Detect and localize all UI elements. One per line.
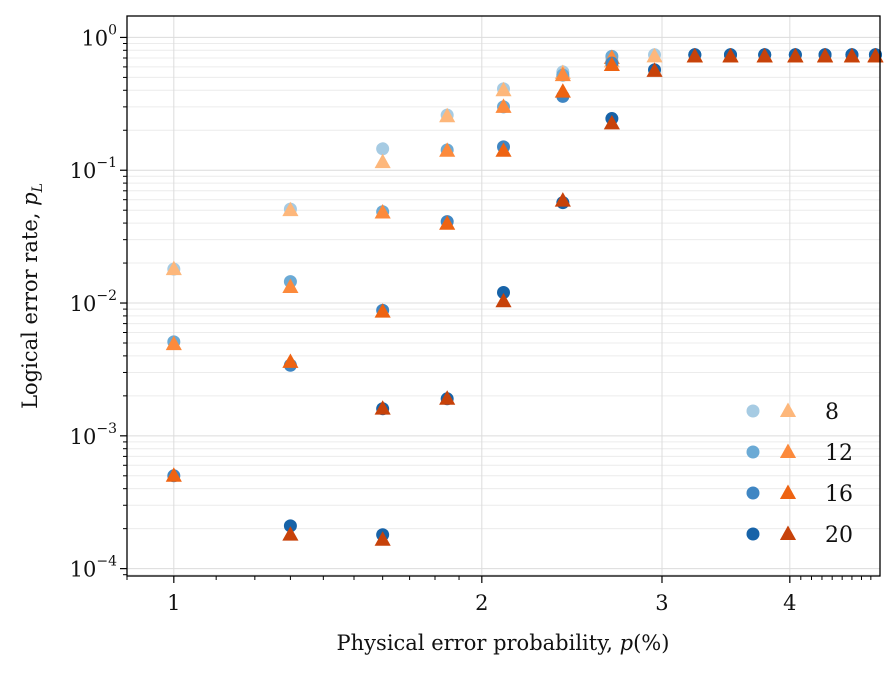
series-8-triangle-point xyxy=(165,260,182,276)
series-20-triangle-point xyxy=(554,192,571,207)
series-20-triangle-point xyxy=(756,47,773,63)
legend-label: 16 xyxy=(825,482,853,507)
legend-label: 20 xyxy=(825,523,853,548)
legend-entry-20: 20 xyxy=(746,523,853,548)
legend-label: 12 xyxy=(825,441,853,466)
series-12-triangle-point xyxy=(495,98,512,113)
legend-entry-8: 8 xyxy=(746,400,839,425)
legend-circle-marker xyxy=(746,445,760,459)
x-axis-label-paren-open: ( xyxy=(633,631,641,655)
x-axis-label-var: p xyxy=(620,631,633,655)
x-tick-label: 3 xyxy=(655,591,668,615)
series-16-triangle-point xyxy=(374,303,391,318)
series-16-triangle-point xyxy=(603,56,620,71)
series-16-triangle-point xyxy=(495,142,512,157)
x-axis-label-paren-close: ) xyxy=(661,631,669,655)
y-tick-label: 10−3 xyxy=(70,421,117,449)
series-8-triangle-point xyxy=(282,201,299,217)
legend-circle-marker xyxy=(746,486,760,500)
legend-label: 8 xyxy=(825,400,839,425)
series-20-triangle-point xyxy=(439,390,456,405)
series-20-triangle-point xyxy=(282,526,299,541)
grid xyxy=(127,16,880,576)
series-16-triangle-point xyxy=(439,215,456,230)
series-20-triangle-point xyxy=(816,47,834,63)
y-axis-label: Logical error rate, pL xyxy=(18,183,46,409)
legend: 8 12 16 20 xyxy=(746,400,853,548)
series-12-triangle-point xyxy=(282,278,299,293)
legend-triangle-marker xyxy=(779,443,797,458)
y-axis-label-sub: L xyxy=(30,183,46,193)
x-tick-label: 2 xyxy=(475,591,488,615)
series-8-triangle-point xyxy=(439,107,456,123)
series-12-triangle-point xyxy=(439,142,456,157)
series-20-circle-point xyxy=(497,286,510,300)
legend-triangle-marker xyxy=(779,402,797,417)
y-tick-label: 100 xyxy=(81,22,117,50)
legend-circle-marker xyxy=(746,527,760,541)
x-tick-label: 1 xyxy=(167,591,180,615)
series-20-triangle-point xyxy=(603,114,620,130)
legend-entry-12: 12 xyxy=(746,441,853,466)
series-16-triangle-point xyxy=(554,83,571,98)
series-12-triangle-point xyxy=(165,335,182,351)
y-tick-label: 10−1 xyxy=(70,155,117,183)
x-tick-label: 4 xyxy=(783,591,796,615)
series-16-triangle-point xyxy=(282,353,299,368)
series-20-triangle-point xyxy=(843,47,861,63)
data-points xyxy=(165,47,884,546)
x-axis-label: Physical error probability, p(%) xyxy=(337,631,670,655)
y-axis-label-text: Logical error rate, xyxy=(18,206,42,409)
x-axis-label-percent: % xyxy=(641,631,661,655)
series-8-circle-point xyxy=(376,142,390,156)
series-20-triangle-point xyxy=(646,62,663,77)
series-20-triangle-point xyxy=(787,47,804,63)
series-16-triangle-point xyxy=(165,467,182,482)
x-axis-label-text: Physical error probability, xyxy=(337,631,620,655)
series-20-triangle-point xyxy=(374,400,391,415)
series-8-triangle-point xyxy=(495,81,512,97)
series-20-triangle-point xyxy=(722,47,739,63)
axes-frame xyxy=(126,15,881,577)
legend-circle-marker xyxy=(746,404,760,418)
series-8-triangle-point xyxy=(646,47,663,63)
series-12-triangle-point xyxy=(374,204,391,219)
legend-entry-16: 16 xyxy=(746,482,853,507)
y-tick-label: 10−4 xyxy=(70,554,117,582)
series-8-triangle-point xyxy=(374,153,391,169)
series-12-triangle-point xyxy=(554,66,571,82)
y-axis-label-var: p xyxy=(18,192,42,205)
legend-triangle-marker xyxy=(779,525,797,540)
series-20-triangle-point xyxy=(686,47,703,63)
series-20-triangle-point xyxy=(495,292,512,308)
legend-triangle-marker xyxy=(779,484,797,499)
y-tick-label: 10−2 xyxy=(70,288,117,316)
series-20-triangle-point xyxy=(374,531,391,546)
series-20-circle-point xyxy=(283,519,297,533)
